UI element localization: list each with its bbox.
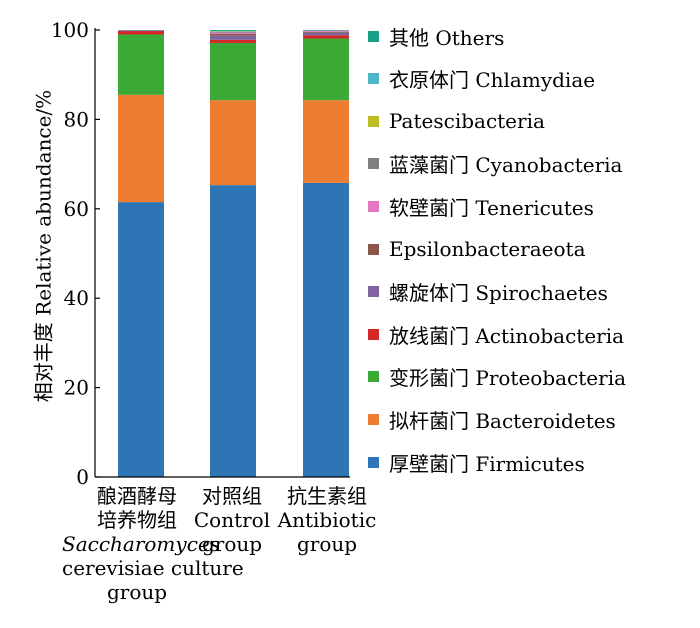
bar-segment [118,34,164,95]
bar-segment [303,38,349,101]
legend-item: Patescibacteria [368,109,545,133]
legend-item: 衣原体门 Chlamydiae [368,67,596,93]
legend-item: 放线菌门 Actinobacteria [368,322,625,348]
bar-segment [118,30,164,31]
y-tick-label: 40 [64,286,89,310]
bar-segment [210,31,256,32]
legend-label: Patescibacteria [389,109,545,134]
y-tick-label: 0 [76,465,89,489]
legend-label: 软壁菌门 Tenericutes [389,195,594,220]
bar-segment [210,39,256,43]
legend-item: 螺旋体门 Spirochaetes [368,280,608,306]
legend-swatch [368,371,379,383]
legend-swatch [368,73,379,85]
bar-segment [210,100,256,186]
legend-item: 变形菌门 Proteobacteria [368,365,627,391]
bar-segment [118,30,164,35]
bar-segment [210,34,256,36]
bar-segment [118,202,164,477]
y-tick-label: 20 [64,376,89,400]
bar-segment [118,94,164,203]
bar-segment [303,31,349,33]
bar-segment [210,32,256,35]
y-tick-label: 100 [51,18,89,42]
legend-item: 厚壁菌门 Firmicutes [368,450,585,476]
legend-item: 软壁菌门 Tenericutes [368,194,594,220]
legend-swatch [368,328,379,340]
bar-segment [210,185,256,477]
legend-label: 厚壁菌门 Firmicutes [389,451,585,476]
legend-swatch [368,30,379,42]
bar-segment [303,35,349,39]
bar-segment [303,30,349,32]
legend-label: 拟杆菌门 Bacteroidetes [389,408,616,433]
y-axis-label: 相对丰度 Relative abundance/% [31,89,56,403]
legend-item: Epsilonbacteraeota [368,237,586,261]
legend-label: 衣原体门 Chlamydiae [389,68,596,93]
legend-swatch [368,158,379,170]
bar-segment [303,182,349,477]
legend-item: 其他 Others [368,24,505,50]
bar-segment [210,30,256,31]
legend-item: 蓝藻菌门 Cyanobacteria [368,152,623,178]
legend-label: 放线菌门 Actinobacteria [389,323,625,348]
bar-segment [210,35,256,40]
legend-label: 变形菌门 Proteobacteria [389,366,627,391]
legend-swatch [368,200,379,212]
y-tick-label: 80 [64,107,89,131]
bar-segment [303,30,349,31]
bar-segment [210,42,256,101]
legend-label: Epsilonbacteraeota [389,237,586,261]
legend-swatch [368,413,379,425]
bar-segment [210,31,256,33]
legend-swatch [368,243,379,255]
legend-label: 其他 Others [389,25,505,50]
legend-label: 螺旋体门 Spirochaetes [389,281,608,306]
bar-segment [303,32,349,36]
bar-segment [303,100,349,183]
legend-swatch [368,115,379,127]
legend-swatch [368,456,379,468]
legend-label: 蓝藻菌门 Cyanobacteria [389,153,623,178]
y-tick-label: 60 [64,197,89,221]
legend-swatch [368,286,379,298]
bar-segment [210,30,256,32]
legend-item: 拟杆菌门 Bacteroidetes [368,407,616,433]
